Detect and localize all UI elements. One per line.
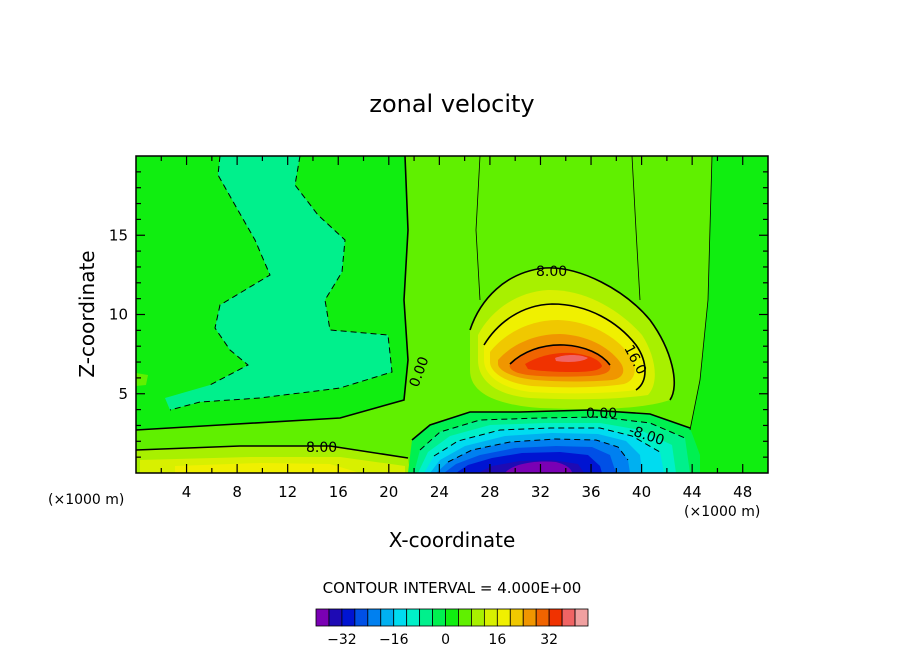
- reverse-core: [505, 461, 572, 473]
- colorbar-swatch: [445, 608, 459, 627]
- colorbar-swatch: [522, 608, 537, 627]
- colorbar-swatch: [367, 608, 382, 627]
- colorbar-swatch: [315, 608, 330, 627]
- colorbar-swatch: [380, 608, 395, 627]
- negative-contour-line-2: [209, 156, 271, 386]
- y-tick-label: 5: [118, 385, 128, 403]
- colorbar-tick-label: −16: [379, 632, 409, 648]
- contour-interval-text: CONTOUR INTERVAL = 4.000E+00: [323, 579, 582, 597]
- band-right-low: [690, 156, 768, 473]
- x-tick-label: 12: [278, 483, 297, 501]
- colorbar-swatch: [561, 608, 576, 627]
- colorbar-swatch: [406, 608, 421, 627]
- x-tick-label: 4: [182, 483, 192, 501]
- colorbar-tick-label: 16: [488, 632, 506, 648]
- colorbar-ticks: −32 −16 0 16 32: [327, 632, 558, 648]
- colorbar-swatch: [354, 608, 369, 627]
- x-axis: 4 8 12 16 20 24 28 32 36 40 44 48: [160, 156, 752, 501]
- contour-line-28: [509, 344, 611, 366]
- contour-line-zero-left: [136, 156, 409, 431]
- colorbar-tick-label: −32: [327, 632, 357, 648]
- x-tick-label: 24: [430, 483, 449, 501]
- contour-field: [136, 156, 768, 473]
- band-lower-left-16: [175, 463, 360, 473]
- y-tick-label: 15: [109, 226, 128, 244]
- colorbar-swatch: [483, 608, 498, 627]
- x-tick-label: 32: [531, 483, 550, 501]
- x-tick-label: 20: [379, 483, 398, 501]
- colorbar-swatch: [328, 608, 343, 627]
- colorbar-swatch: [432, 608, 446, 627]
- x-tick-label: 28: [480, 483, 499, 501]
- colorbar-swatch: [471, 608, 485, 627]
- region-left-edge: [136, 373, 148, 386]
- contour-line-4-center: [475, 156, 481, 301]
- x-tick-label: 40: [632, 483, 651, 501]
- colorbar: [315, 608, 589, 627]
- x-axis-label: X-coordinate: [389, 528, 516, 552]
- jet-core: [555, 355, 588, 362]
- y-axis-label: Z-coordinate: [75, 250, 99, 377]
- colorbar-swatch: [509, 608, 524, 627]
- contour-label: 0.00: [586, 406, 617, 422]
- contour-line-4-right: [631, 156, 641, 301]
- contour-line-8-lower: [136, 445, 409, 459]
- colorbar-tick-label: 32: [540, 632, 558, 648]
- contour-label: 8.00: [536, 264, 567, 280]
- chart-title: zonal velocity: [369, 90, 534, 118]
- x-tick-label: 36: [581, 483, 600, 501]
- x-tick-label: 8: [232, 483, 242, 501]
- contour-line-8-upper: [469, 267, 676, 401]
- colorbar-swatch: [393, 608, 408, 627]
- contour-line-0-right: [689, 156, 713, 431]
- x-tick-label: 16: [329, 483, 348, 501]
- colorbar-swatch: [341, 608, 356, 627]
- x-tick-label: 48: [733, 483, 752, 501]
- colorbar-swatch: [548, 608, 563, 627]
- x-unit-left: (×1000 m): [48, 492, 124, 508]
- negative-contour-line-5: [447, 438, 629, 463]
- contour-line-16: [483, 303, 646, 391]
- colorbar-swatch: [458, 608, 472, 627]
- contour-line-zero-right: [411, 409, 691, 441]
- y-axis: 5 10 15: [109, 171, 768, 458]
- negative-contour-lines: [169, 156, 686, 463]
- colorbar-tick-label: 0: [441, 632, 450, 648]
- contour-label: 8.00: [306, 440, 337, 456]
- region-negative-tongue: [165, 156, 392, 410]
- negative-contour-line-4: [433, 427, 661, 457]
- colorbar-swatch: [535, 608, 550, 627]
- colorbar-swatch: [574, 608, 589, 627]
- contour-lines: [136, 156, 713, 459]
- y-tick-label: 10: [109, 306, 128, 324]
- x-tick-label: 44: [683, 483, 702, 501]
- colorbar-swatch: [496, 608, 511, 627]
- x-unit-right: (×1000 m): [684, 504, 760, 520]
- colorbar-swatch: [419, 608, 433, 627]
